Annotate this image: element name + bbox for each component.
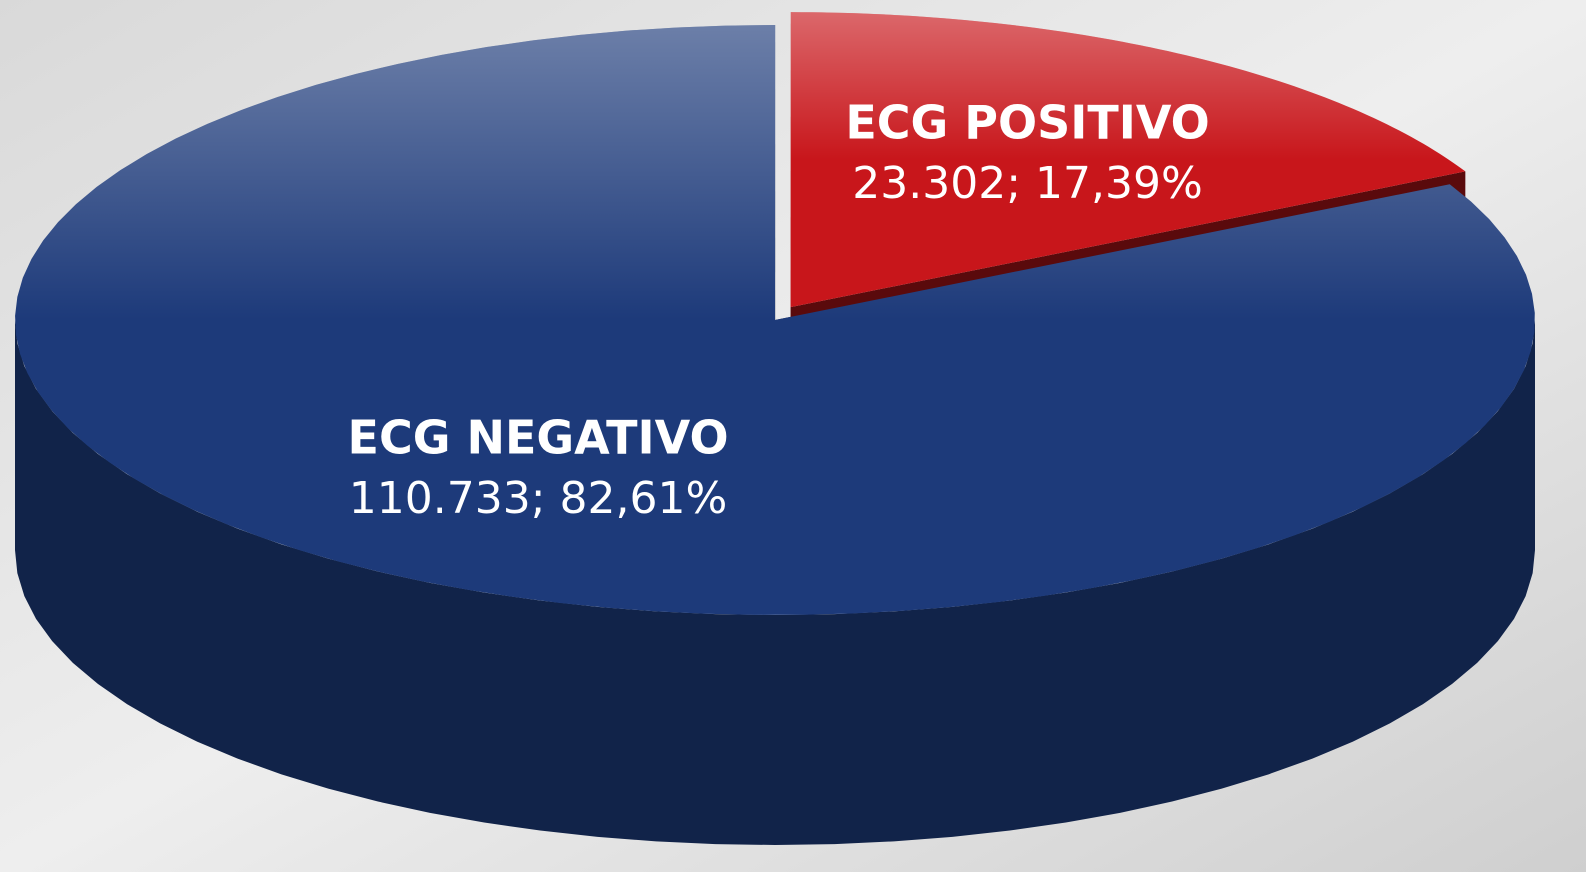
pie-shine (15, 25, 1535, 615)
pie: ECG NEGATIVO 110.733; 82,61% ECG POSITIVO 2… (15, 12, 1535, 845)
slice-name: ECG POSITIVO (845, 95, 1209, 149)
slice-name: ECG NEGATIVO (348, 411, 729, 465)
slice-value-label: 23.302; 17,39% (852, 158, 1203, 209)
pie-shine (790, 12, 1466, 308)
slice-value-label: 110.733; 82,61% (349, 473, 728, 524)
pie-side (15, 320, 1535, 845)
